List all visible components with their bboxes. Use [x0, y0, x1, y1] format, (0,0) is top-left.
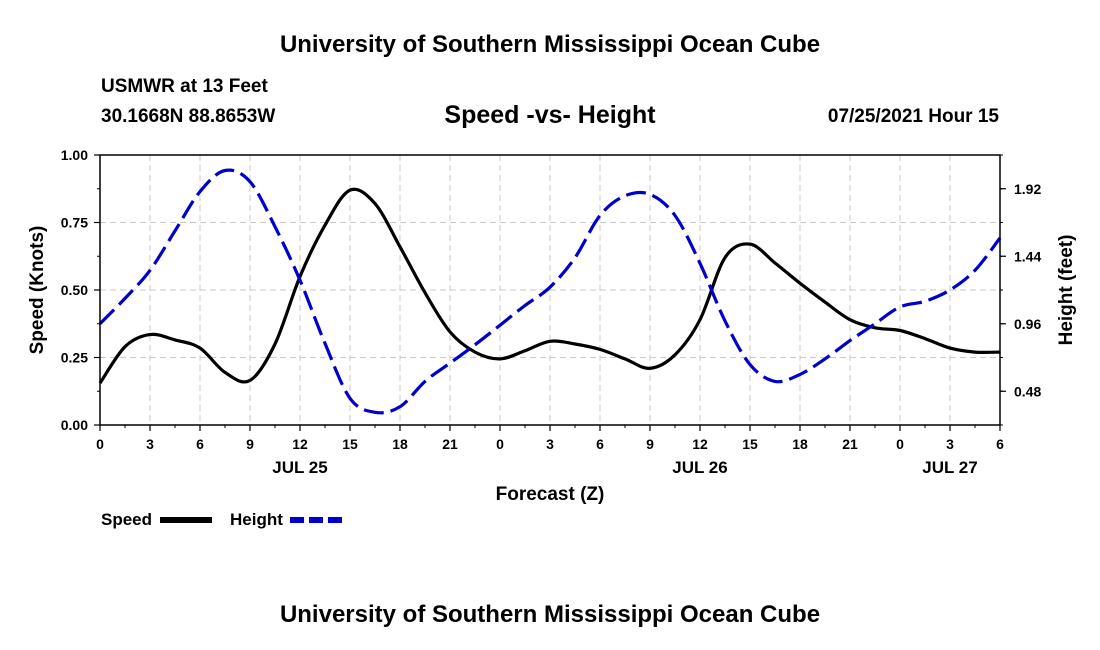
x-tick-label: 6 [196, 436, 204, 452]
y2-tick-label: 0.96 [1014, 316, 1041, 332]
x-tick-label: 9 [246, 436, 254, 452]
x-tick-label: 0 [96, 436, 104, 452]
legend: Speed Height [101, 510, 342, 529]
x-tick-label: 0 [496, 436, 504, 452]
x-tick-label: 0 [896, 436, 904, 452]
x-tick-label: 3 [546, 436, 554, 452]
station-label: USMWR at 13 Feet [101, 76, 268, 97]
axes: 0 3 6 9 12 15 18 21 0 3 6 9 12 15 18 21 0 3 6 JUL 25 JUL 26 J… [61, 147, 1042, 477]
x-tick-label: 3 [146, 436, 154, 452]
x-tick-label: 15 [742, 436, 758, 452]
x-tick-label: 12 [292, 436, 308, 452]
series-line-speed [98, 187, 1001, 385]
y-tick-label: 0.75 [61, 215, 88, 231]
x-day-label: JUL 25 [272, 458, 327, 477]
y-tick-label: 0.00 [61, 417, 88, 433]
page-title: University of Southern Mississippi Ocean… [279, 31, 821, 58]
x-tick-label: 18 [792, 436, 808, 452]
forecast-datetime: 07/25/2021 Hour 15 [827, 106, 999, 127]
legend-speed-label: Speed [101, 510, 152, 529]
x-tick-label: 12 [692, 436, 708, 452]
series-layer [98, 168, 1002, 415]
chart: 0 3 6 9 12 15 18 21 0 3 6 9 12 15 18 21 0 3 6 JUL 25 JUL 26 J… [27, 147, 1077, 529]
y2-axis-label: Height (feet) [1056, 235, 1077, 346]
series-line-height [98, 168, 1002, 415]
x-axis-label: Forecast (Z) [496, 484, 605, 505]
x-tick-label: 18 [392, 436, 408, 452]
y-axis-label: Speed (Knots) [27, 226, 48, 355]
x-day-label: JUL 26 [672, 458, 727, 477]
footer-title: University of Southern Mississippi Ocean… [279, 601, 821, 628]
y2-tick-label: 1.44 [1014, 248, 1041, 264]
x-tick-label: 15 [342, 436, 358, 452]
legend-height-label: Height [230, 510, 283, 529]
y2-tick-label: 1.92 [1014, 181, 1041, 197]
chart-title: Speed -vs- Height [444, 101, 656, 129]
grid-lines [100, 155, 1000, 425]
y-tick-label: 1.00 [61, 147, 88, 163]
x-tick-label: 21 [842, 436, 858, 452]
x-tick-label: 6 [996, 436, 1004, 452]
x-tick-label: 9 [646, 436, 654, 452]
x-day-label: JUL 27 [922, 458, 977, 477]
y-tick-label: 0.25 [61, 350, 88, 366]
y-tick-label: 0.50 [61, 282, 88, 298]
station-coordinates: 30.1668N 88.8653W [101, 106, 276, 127]
x-tick-label: 3 [946, 436, 954, 452]
y2-tick-label: 0.48 [1014, 383, 1041, 399]
x-tick-label: 21 [442, 436, 458, 452]
x-tick-label: 6 [596, 436, 604, 452]
